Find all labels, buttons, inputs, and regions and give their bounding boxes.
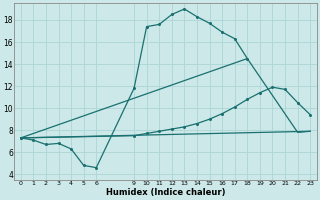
X-axis label: Humidex (Indice chaleur): Humidex (Indice chaleur) bbox=[106, 188, 225, 197]
